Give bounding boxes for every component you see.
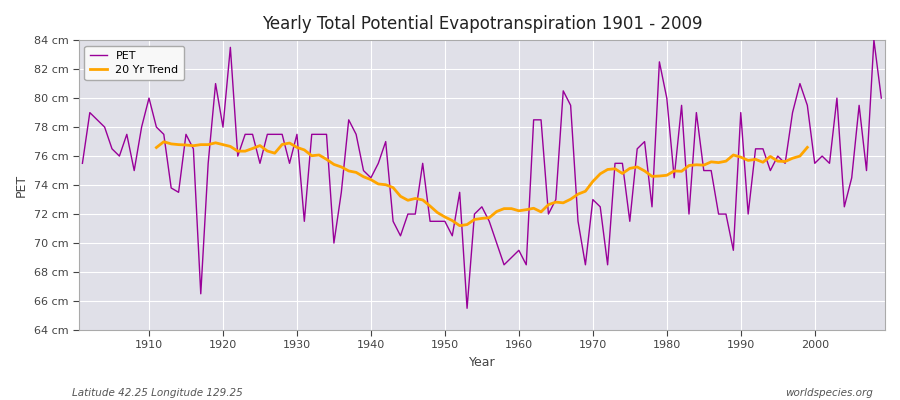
20 Yr Trend: [410, 196, 420, 201]
20 Yr Trend: [742, 158, 753, 163]
X-axis label: Year: Year: [469, 356, 495, 369]
20 Yr Trend: [225, 144, 236, 149]
Text: Latitude 42.25 Longitude 129.25: Latitude 42.25 Longitude 129.25: [72, 388, 243, 398]
PET: [136, 125, 147, 130]
PET: [609, 161, 620, 166]
PET: [513, 248, 524, 253]
PET: [876, 96, 886, 100]
PET: [868, 38, 879, 42]
20 Yr Trend: [292, 145, 302, 150]
Text: worldspecies.org: worldspecies.org: [785, 388, 873, 398]
20 Yr Trend: [802, 145, 813, 150]
PET: [77, 161, 88, 166]
20 Yr Trend: [454, 223, 465, 228]
Legend: PET, 20 Yr Trend: PET, 20 Yr Trend: [85, 46, 184, 80]
PET: [462, 306, 472, 311]
Title: Yearly Total Potential Evapotranspiration 1901 - 2009: Yearly Total Potential Evapotranspiratio…: [262, 15, 702, 33]
PET: [521, 262, 532, 267]
20 Yr Trend: [499, 206, 509, 211]
Y-axis label: PET: PET: [15, 174, 28, 197]
PET: [343, 118, 354, 122]
PET: [299, 219, 310, 224]
20 Yr Trend: [239, 149, 250, 154]
Line: PET: PET: [83, 40, 881, 308]
Line: 20 Yr Trend: 20 Yr Trend: [157, 142, 807, 226]
20 Yr Trend: [151, 145, 162, 150]
20 Yr Trend: [158, 139, 169, 144]
